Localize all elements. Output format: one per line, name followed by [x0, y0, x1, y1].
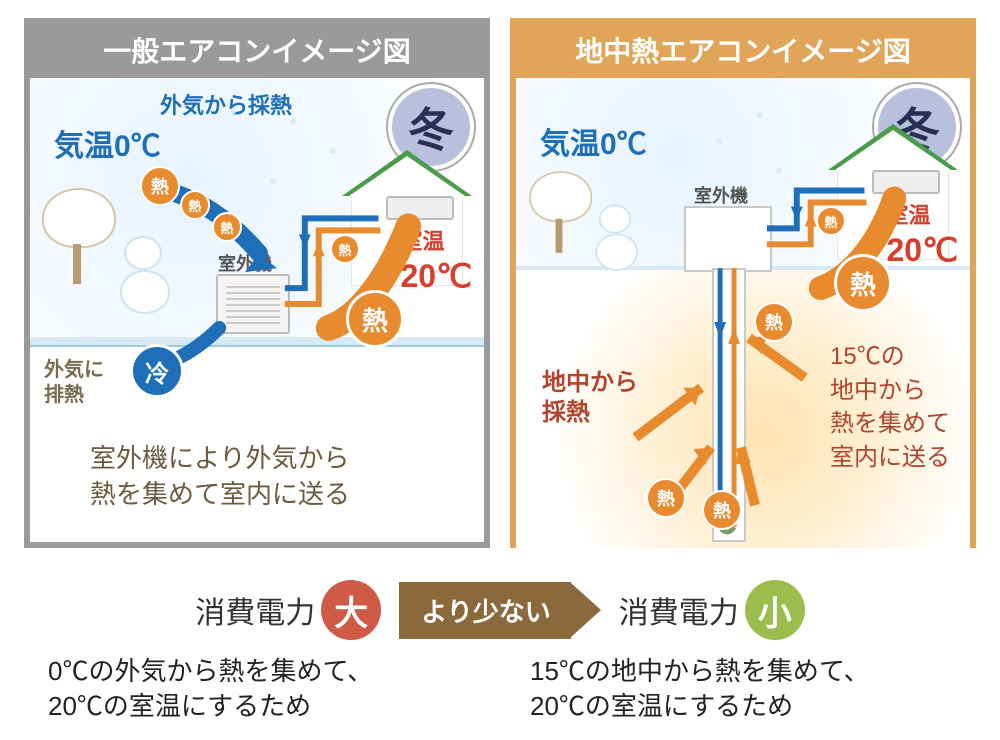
ground-line [30, 337, 484, 347]
panel-body-left: 冬 外気から採熱 気温0℃ 室外機 室温 20℃ 外気に 排熱 室 [30, 78, 484, 548]
panel-body-right: 冬 気温0℃ 室外機 室温 20℃ 地中から 採熱 15℃の 地中から 熱を集め… [516, 78, 970, 548]
panel-header-left: 一般エアコンイメージ図 [30, 24, 484, 78]
snowman-icon [595, 213, 634, 271]
room-temp-left: 室温 20℃ [400, 228, 472, 296]
explain-row: 0℃の外気から熱を集めて、 20℃の室温にするため 15℃の地中から熱を集めて、… [0, 654, 1000, 724]
heat-badge: 熱 [212, 212, 242, 242]
indoor-unit-icon [386, 196, 454, 220]
heat-badge-large: 熱 [346, 290, 404, 348]
heat-badge: 熱 [816, 206, 846, 236]
tree-icon [529, 171, 589, 253]
consume-right: 消費電力 小 [619, 580, 805, 640]
air-source-label: 外気から採熱 [160, 92, 292, 120]
outdoor-unit-label: 室外機 [218, 250, 272, 276]
caption-left: 室外機により外気から 熱を集めて室内に送る [90, 440, 350, 513]
consume-left: 消費電力 大 [195, 580, 381, 640]
panel-row: 一般エアコンイメージ図 冬 外気から採熱 気温0℃ 室外機 室温 20 [0, 0, 1000, 548]
outdoor-unit-label: 室外機 [694, 182, 748, 208]
panel-header-right: 地中熱エアコンイメージ図 [516, 24, 970, 78]
compare-row: 消費電力 大 より少ない 消費電力 小 [0, 580, 1000, 640]
panel-geothermal-ac: 地中熱エアコンイメージ図 冬 気温0℃ 室外機 室温 20℃ 地中か [510, 18, 976, 548]
heat-badge: 熱 [330, 234, 360, 264]
heat-badge: 熱 [140, 166, 180, 206]
tree-icon [42, 188, 112, 284]
outdoor-unit-icon [216, 274, 290, 334]
heat-badge: 熱 [754, 302, 794, 342]
outside-temp: 気温0℃ [540, 126, 647, 164]
heat-badge: 熱 [702, 490, 742, 530]
small-circle: 小 [745, 580, 805, 640]
ground-source-label: 地中から 採熱 [542, 368, 638, 428]
explain-left: 0℃の外気から熱を集めて、 20℃の室温にするため [48, 654, 470, 724]
outside-temp: 気温0℃ [54, 128, 161, 166]
heat-badge: 熱 [646, 478, 686, 518]
cold-badge: 冷 [130, 344, 184, 398]
heat-badge-large: 熱 [834, 254, 892, 312]
arrow-head-icon [571, 583, 601, 637]
explain-right: 15℃の地中から熱を集めて、 20℃の室温にするため [530, 654, 952, 724]
panel-standard-ac: 一般エアコンイメージ図 冬 外気から採熱 気温0℃ 室外機 室温 20 [24, 18, 490, 548]
snowman-icon [120, 246, 166, 314]
indoor-unit-icon [872, 170, 940, 194]
big-circle: 大 [321, 580, 381, 640]
caption-right: 15℃の 地中から 熱を集めて 室内に送る [830, 340, 950, 474]
outdoor-unit-icon [684, 206, 772, 272]
exhaust-label: 外気に 排熱 [44, 358, 104, 408]
heat-badge: 熱 [180, 190, 210, 220]
arrow-less: より少ない [399, 583, 600, 637]
room-temp-right: 室温 20℃ [886, 202, 958, 270]
